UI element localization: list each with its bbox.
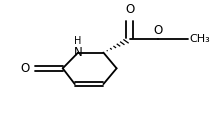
- Text: O: O: [20, 62, 30, 75]
- Text: N: N: [74, 46, 82, 59]
- Text: O: O: [154, 24, 163, 37]
- Text: O: O: [125, 3, 134, 16]
- Text: CH₃: CH₃: [189, 34, 210, 44]
- Text: H: H: [74, 36, 82, 46]
